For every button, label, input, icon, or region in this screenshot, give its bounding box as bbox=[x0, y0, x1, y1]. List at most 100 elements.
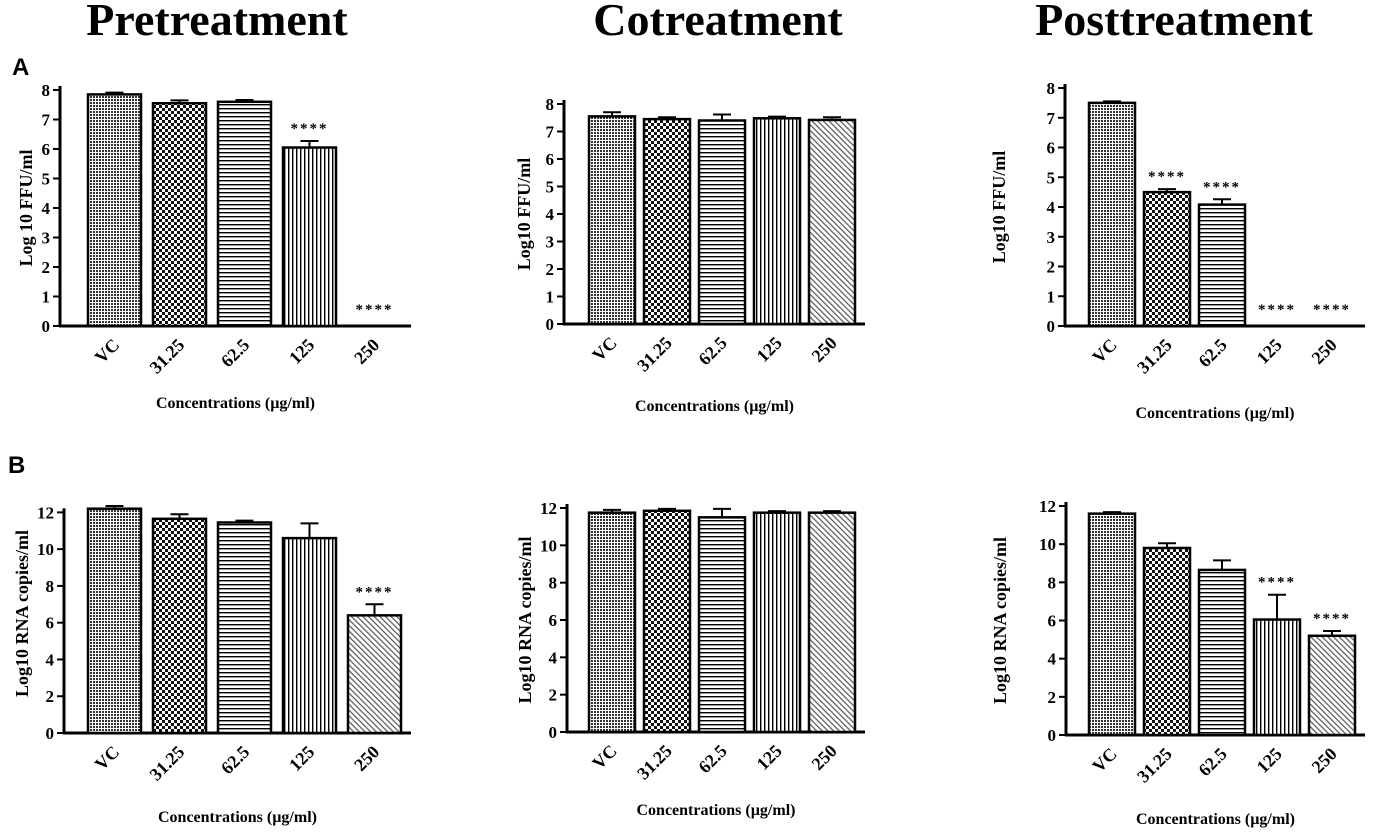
x-tick-label-250: 250 bbox=[808, 741, 841, 774]
significance-label: **** bbox=[1203, 179, 1241, 195]
y-tick-label: 1 bbox=[42, 288, 51, 307]
y-tick-label: 0 bbox=[42, 317, 51, 336]
x-tick-label-250: 250 bbox=[808, 333, 841, 366]
y-tick-label: 12 bbox=[540, 499, 557, 518]
y-tick-label: 2 bbox=[42, 258, 51, 277]
x-axis-title: Concentrations (µg/ml) bbox=[635, 398, 794, 415]
significance-label: **** bbox=[291, 121, 329, 137]
y-tick-label: 0 bbox=[46, 724, 55, 743]
x-tick-label-62.5: 62.5 bbox=[694, 741, 730, 777]
y-tick-label: 1 bbox=[546, 288, 555, 307]
bar-62.5 bbox=[216, 521, 273, 735]
x-tick-label-250: 250 bbox=[1308, 335, 1341, 368]
y-tick-label: 4 bbox=[42, 199, 51, 218]
y-tick-label: 5 bbox=[42, 170, 51, 189]
x-axis-title: Concentrations (µg/ml) bbox=[158, 809, 317, 826]
y-tick-label: 10 bbox=[1039, 535, 1056, 554]
y-tick-label: 6 bbox=[1048, 612, 1057, 631]
significance-label: **** bbox=[356, 302, 394, 318]
x-tick-label-31.25: 31.25 bbox=[146, 335, 189, 378]
bar-125 bbox=[752, 117, 802, 326]
significance-label: **** bbox=[1258, 575, 1296, 591]
y-tick-label: 5 bbox=[546, 178, 555, 197]
y-axis-title: Log10 FFU/ml bbox=[989, 151, 1009, 264]
y-tick-label: 12 bbox=[1039, 497, 1056, 516]
x-tick-label-31.25: 31.25 bbox=[1133, 744, 1176, 787]
bar-31.25 bbox=[642, 509, 692, 734]
x-tick-label-VC: VC bbox=[588, 741, 621, 774]
y-tick-label: 2 bbox=[1048, 688, 1057, 707]
y-axis-title: Log10 RNA copies/ml bbox=[990, 537, 1010, 704]
y-tick-label: 6 bbox=[42, 140, 51, 159]
chart-B-post: 0 2 4 6 8 10 12 VC 31.25 62.5 **** 125 **** 250 Concen… bbox=[990, 497, 1365, 828]
y-tick-label: 0 bbox=[1048, 726, 1057, 745]
x-tick-label-125: 125 bbox=[1253, 335, 1286, 368]
bar-125 bbox=[1252, 618, 1302, 737]
y-tick-label: 6 bbox=[46, 614, 55, 633]
x-tick-label-31.25: 31.25 bbox=[146, 742, 189, 785]
y-tick-label: 12 bbox=[37, 503, 54, 522]
y-tick-label: 3 bbox=[546, 233, 555, 252]
significance-label: **** bbox=[1313, 611, 1351, 627]
bar-62.5 bbox=[697, 516, 747, 734]
x-tick-label-31.25: 31.25 bbox=[633, 741, 676, 784]
y-tick-label: 2 bbox=[46, 687, 55, 706]
y-tick-label: 2 bbox=[549, 686, 558, 705]
y-tick-label: 5 bbox=[1047, 168, 1056, 187]
x-tick-label-31.25: 31.25 bbox=[1133, 335, 1176, 378]
y-axis-title: Log10 FFU/ml bbox=[514, 158, 534, 271]
x-tick-label-VC: VC bbox=[91, 742, 124, 775]
title-cotreatment: Cotreatment bbox=[593, 0, 843, 45]
x-tick-label-VC: VC bbox=[1088, 335, 1121, 368]
significance-label: **** bbox=[1148, 169, 1186, 185]
title-pretreatment: Pretreatment bbox=[86, 0, 348, 45]
y-tick-label: 4 bbox=[46, 650, 55, 669]
x-axis-title: Concentrations (µg/ml) bbox=[1136, 811, 1295, 828]
x-axis-title: Concentrations (µg/ml) bbox=[1136, 405, 1295, 422]
bar-31.25 bbox=[151, 517, 208, 735]
y-tick-label: 10 bbox=[37, 540, 54, 559]
x-tick-label-125: 125 bbox=[753, 741, 786, 774]
bar-VC bbox=[587, 115, 637, 326]
chart-A-post: 0 1 2 3 4 5 6 7 8 VC **** 31.25 **** 62.5 **** 125 **** 2… bbox=[989, 79, 1365, 422]
y-tick-label: 2 bbox=[1047, 258, 1056, 277]
x-tick-label-VC: VC bbox=[1088, 744, 1121, 777]
x-tick-label-250: 250 bbox=[350, 335, 383, 368]
y-tick-label: 0 bbox=[546, 315, 555, 334]
x-tick-label-62.5: 62.5 bbox=[1194, 335, 1230, 371]
y-tick-label: 7 bbox=[546, 123, 555, 142]
x-axis-title: Concentrations (µg/ml) bbox=[637, 802, 796, 819]
x-tick-label-VC: VC bbox=[588, 333, 621, 366]
y-tick-label: 2 bbox=[546, 260, 555, 279]
y-tick-label: 4 bbox=[1048, 650, 1057, 669]
bar-125 bbox=[281, 536, 338, 735]
bar-31.25 bbox=[1142, 546, 1192, 737]
x-tick-label-62.5: 62.5 bbox=[694, 333, 730, 369]
y-tick-label: 8 bbox=[1047, 79, 1056, 98]
bar-VC bbox=[86, 93, 143, 328]
bar-31.25 bbox=[642, 117, 692, 326]
y-tick-label: 4 bbox=[549, 648, 558, 667]
panel-label-a: A bbox=[12, 54, 30, 81]
bar-250 bbox=[807, 118, 857, 326]
chart-A-co: 0 1 2 3 4 5 6 7 8 VC 31.25 62.5 125 250 Concentrations… bbox=[514, 95, 865, 415]
bar-125 bbox=[281, 146, 338, 328]
bar-250 bbox=[807, 511, 857, 734]
bar-VC bbox=[86, 507, 143, 735]
x-tick-label-125: 125 bbox=[285, 335, 318, 368]
x-tick-label-125: 125 bbox=[753, 333, 786, 366]
x-tick-label-31.25: 31.25 bbox=[633, 333, 676, 376]
y-tick-label: 4 bbox=[1047, 198, 1056, 217]
title-posttreatment: Posttreatment bbox=[1035, 0, 1313, 45]
bar-31.25 bbox=[151, 102, 208, 328]
panel-label-b: B bbox=[8, 452, 26, 479]
x-axis-title: Concentrations (µg/ml) bbox=[156, 395, 315, 412]
y-tick-label: 7 bbox=[1047, 109, 1056, 128]
bar-62.5 bbox=[697, 119, 747, 326]
y-tick-label: 0 bbox=[549, 723, 558, 742]
significance-label: **** bbox=[356, 584, 394, 600]
y-tick-label: 6 bbox=[546, 150, 555, 169]
bar-VC bbox=[587, 511, 637, 734]
y-tick-label: 0 bbox=[1047, 317, 1056, 336]
